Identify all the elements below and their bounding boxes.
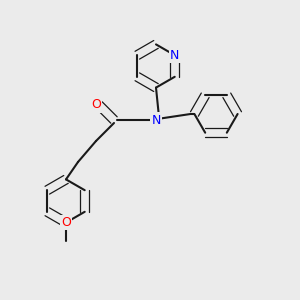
Text: N: N bbox=[151, 113, 161, 127]
Text: O: O bbox=[91, 98, 101, 112]
Text: N: N bbox=[170, 49, 179, 62]
Text: O: O bbox=[61, 216, 71, 229]
